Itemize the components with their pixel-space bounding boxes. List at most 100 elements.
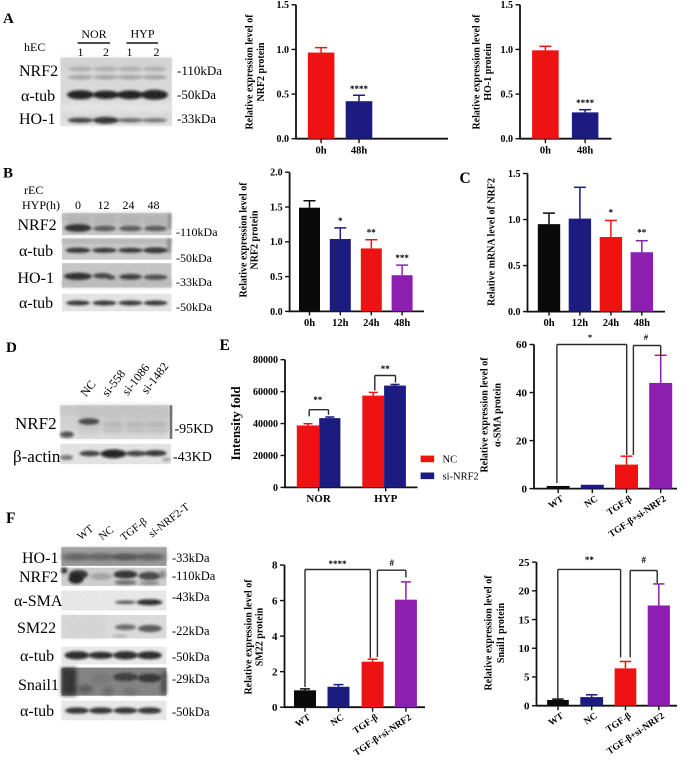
svg-text:-43kDa: -43kDa bbox=[172, 590, 210, 604]
svg-text:HYP: HYP bbox=[374, 493, 398, 505]
svg-text:40000: 40000 bbox=[253, 419, 278, 430]
svg-text:SM22 protein: SM22 protein bbox=[255, 607, 266, 666]
svg-text:HO-1 protein: HO-1 protein bbox=[483, 43, 494, 101]
svg-text:NOR: NOR bbox=[306, 493, 332, 505]
svg-text:0.5: 0.5 bbox=[508, 261, 521, 272]
svg-text:-33kDa: -33kDa bbox=[176, 275, 213, 289]
svg-text:10: 10 bbox=[519, 643, 531, 655]
svg-text:0.5: 0.5 bbox=[501, 89, 514, 100]
svg-text:12h: 12h bbox=[572, 318, 589, 329]
svg-text:α-tub: α-tub bbox=[21, 88, 55, 105]
svg-text:1.0: 1.0 bbox=[501, 45, 514, 56]
svg-text:E: E bbox=[220, 337, 230, 354]
svg-text:48: 48 bbox=[148, 198, 160, 212]
svg-text:**: ** bbox=[367, 228, 377, 238]
svg-text:0.5: 0.5 bbox=[270, 272, 283, 283]
svg-text:1.0: 1.0 bbox=[270, 237, 283, 248]
svg-text:24h: 24h bbox=[603, 318, 620, 329]
svg-text:-110kDa: -110kDa bbox=[176, 225, 218, 239]
svg-text:24h: 24h bbox=[363, 318, 380, 329]
svg-text:Relative mRNA level of NRF2: Relative mRNA level of NRF2 bbox=[487, 178, 498, 306]
svg-text:-50kDa: -50kDa bbox=[172, 650, 210, 664]
svg-text:48h: 48h bbox=[577, 146, 594, 157]
svg-text:Snail1 protein: Snail1 protein bbox=[496, 603, 507, 664]
svg-text:B: B bbox=[3, 166, 13, 182]
svg-text:si-NRF2: si-NRF2 bbox=[443, 472, 479, 483]
svg-text:α-SMA: α-SMA bbox=[14, 593, 63, 610]
svg-text:NRF2: NRF2 bbox=[15, 414, 57, 433]
svg-text:F: F bbox=[6, 510, 15, 527]
svg-text:0h: 0h bbox=[540, 146, 551, 157]
svg-text:1.5: 1.5 bbox=[277, 0, 290, 11]
svg-text:Relative expression level of: Relative expression level of bbox=[245, 14, 256, 130]
svg-text:0: 0 bbox=[273, 483, 278, 494]
svg-text:-50kDa: -50kDa bbox=[177, 87, 216, 102]
svg-text:Relative expression level of: Relative expression level of bbox=[239, 182, 250, 298]
svg-text:1: 1 bbox=[127, 45, 133, 59]
svg-text:80000: 80000 bbox=[253, 355, 278, 366]
svg-text:α-tub: α-tub bbox=[19, 295, 53, 312]
svg-text:0.0: 0.0 bbox=[277, 134, 290, 145]
svg-text:NRF2 protein: NRF2 protein bbox=[256, 42, 267, 101]
svg-text:**: ** bbox=[381, 364, 391, 374]
svg-text:#: # bbox=[644, 332, 649, 342]
svg-text:24: 24 bbox=[123, 198, 135, 212]
svg-text:HO-1: HO-1 bbox=[22, 550, 58, 567]
svg-text:*: * bbox=[609, 207, 614, 217]
svg-text:40: 40 bbox=[516, 387, 528, 399]
svg-text:α-tub: α-tub bbox=[20, 648, 54, 665]
svg-text:0: 0 bbox=[522, 483, 528, 495]
svg-text:48h: 48h bbox=[634, 318, 651, 329]
svg-text:****: **** bbox=[329, 559, 348, 569]
svg-text:-110kDa: -110kDa bbox=[177, 63, 222, 78]
svg-text:HYP(h): HYP(h) bbox=[22, 198, 60, 212]
svg-text:1.0: 1.0 bbox=[508, 215, 521, 226]
svg-text:Relative expression level of: Relative expression level of bbox=[480, 357, 491, 473]
svg-text:****: **** bbox=[576, 98, 595, 108]
svg-text:-43KD: -43KD bbox=[173, 450, 212, 465]
svg-text:#: # bbox=[641, 555, 646, 565]
svg-text:1.0: 1.0 bbox=[277, 45, 290, 56]
svg-text:α-tub: α-tub bbox=[19, 243, 53, 260]
svg-text:15: 15 bbox=[519, 614, 531, 626]
svg-text:5: 5 bbox=[524, 672, 530, 684]
svg-text:48h: 48h bbox=[351, 146, 368, 157]
svg-text:C: C bbox=[460, 170, 471, 187]
svg-text:*: * bbox=[338, 216, 343, 226]
svg-text:2: 2 bbox=[272, 666, 278, 678]
svg-text:0h: 0h bbox=[316, 146, 327, 157]
svg-text:0: 0 bbox=[524, 700, 530, 712]
svg-text:0.0: 0.0 bbox=[501, 134, 514, 145]
svg-text:α-tub: α-tub bbox=[20, 703, 54, 720]
svg-text:rEC: rEC bbox=[24, 183, 43, 197]
svg-text:0: 0 bbox=[75, 198, 81, 212]
svg-text:NRF2: NRF2 bbox=[19, 63, 58, 80]
svg-text:Intensity fold: Intensity fold bbox=[228, 386, 243, 461]
svg-text:HYP: HYP bbox=[130, 27, 154, 41]
svg-text:***: *** bbox=[395, 253, 409, 263]
svg-text:D: D bbox=[6, 340, 17, 356]
svg-text:1.5: 1.5 bbox=[501, 0, 514, 11]
svg-text:0.0: 0.0 bbox=[508, 307, 521, 318]
svg-text:48h: 48h bbox=[394, 318, 411, 329]
svg-text:-110kDa: -110kDa bbox=[172, 569, 216, 583]
svg-text:β-actin: β-actin bbox=[13, 447, 61, 466]
svg-text:Relative expression level of: Relative expression level of bbox=[244, 579, 255, 695]
svg-text:1: 1 bbox=[78, 45, 84, 59]
svg-text:-33kDa: -33kDa bbox=[177, 111, 216, 126]
svg-text:4: 4 bbox=[272, 631, 278, 643]
svg-text:12: 12 bbox=[98, 198, 110, 212]
svg-text:-50kDa: -50kDa bbox=[176, 300, 213, 314]
svg-text:1.5: 1.5 bbox=[270, 202, 283, 213]
svg-text:60: 60 bbox=[516, 339, 528, 351]
svg-text:-29kDa: -29kDa bbox=[172, 672, 210, 686]
svg-text:-22kDa: -22kDa bbox=[172, 624, 210, 638]
svg-text:6: 6 bbox=[272, 595, 278, 607]
svg-text:Snail1: Snail1 bbox=[18, 677, 59, 694]
svg-text:**: ** bbox=[637, 228, 647, 238]
svg-text:0.5: 0.5 bbox=[277, 89, 290, 100]
svg-text:25: 25 bbox=[519, 557, 531, 569]
svg-text:20: 20 bbox=[519, 586, 531, 598]
svg-text:NC: NC bbox=[443, 455, 458, 466]
svg-text:8: 8 bbox=[272, 560, 278, 572]
